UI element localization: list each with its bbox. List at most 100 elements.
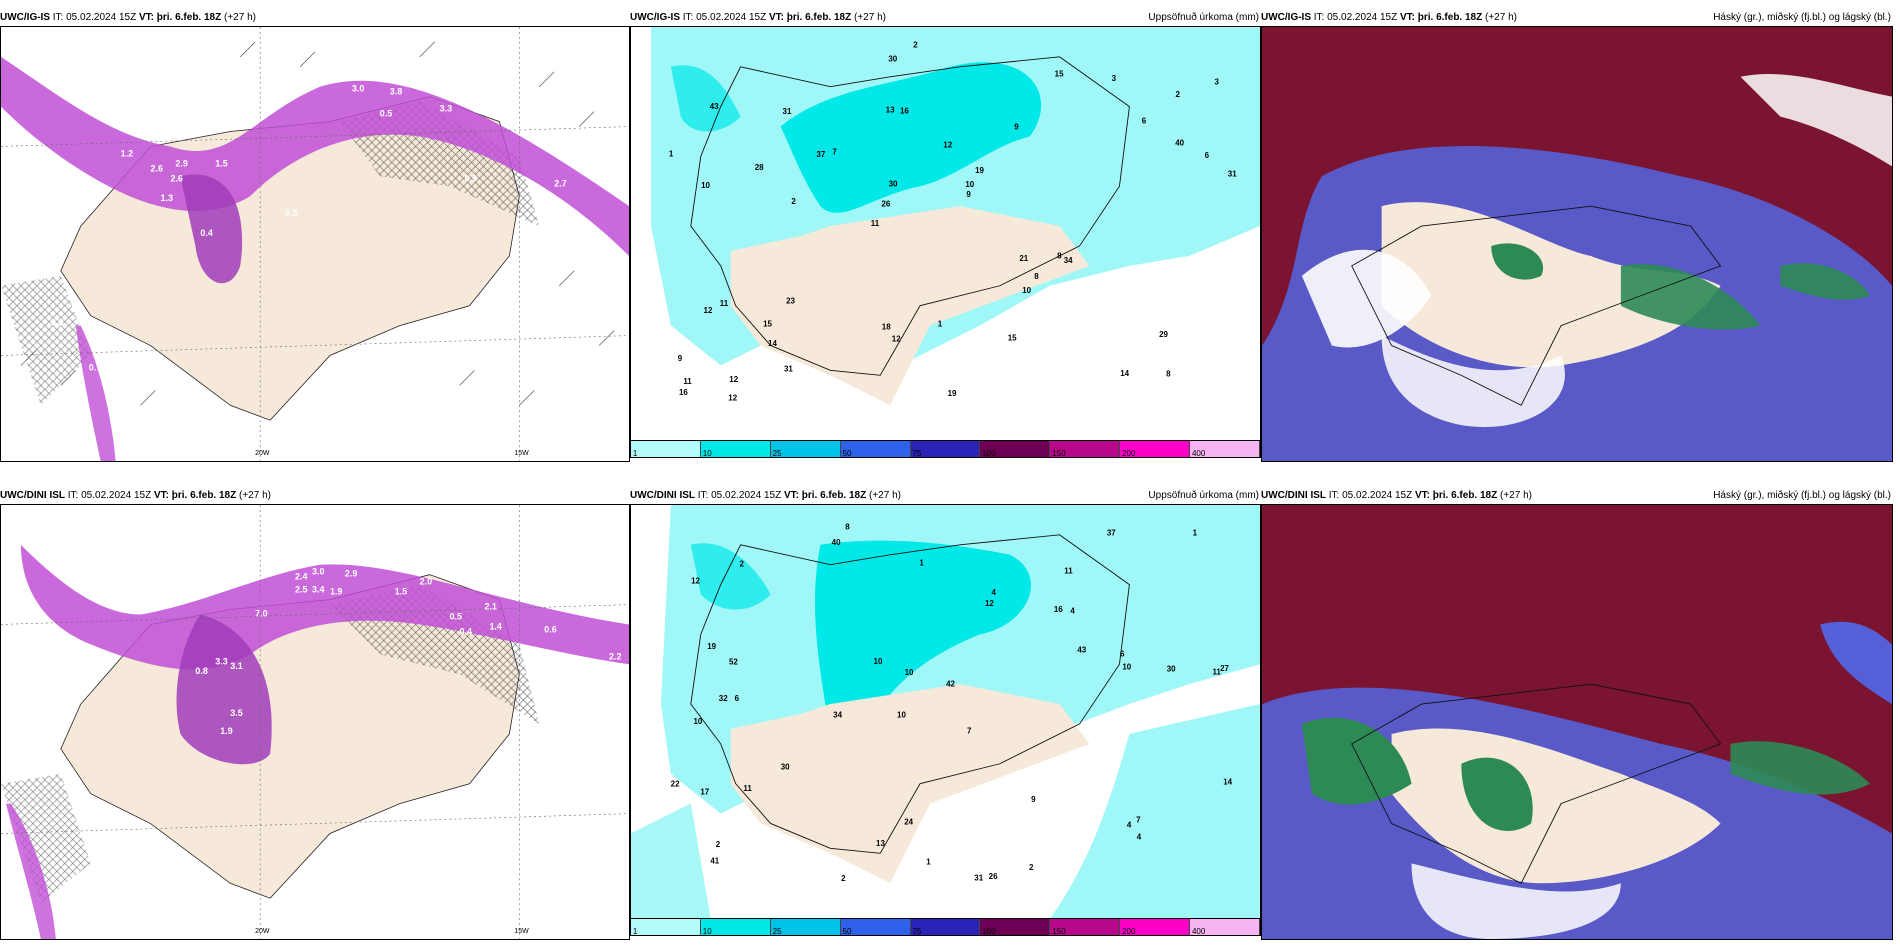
precip-value: 9 — [1031, 795, 1036, 804]
colorbar-tick: 1 — [632, 927, 638, 936]
precip-value: 31 — [1228, 170, 1237, 179]
precip-value: 14 — [1223, 778, 1232, 787]
precip-value: 19 — [975, 166, 984, 175]
init-time: IT: 05.02.2024 15Z — [52, 12, 137, 23]
precip-value: 1 — [919, 559, 924, 568]
svg-text:1.8: 1.8 — [240, 74, 252, 84]
precip-value: 11 — [871, 219, 880, 228]
colorbar-segment — [1190, 441, 1261, 457]
precip-value: 10 — [1022, 286, 1031, 295]
precip-value: 10 — [694, 717, 703, 726]
colorbar-tick: 200 — [1122, 927, 1136, 936]
precip-value: 8 — [1034, 272, 1039, 281]
colorbar-tick: 25 — [772, 927, 782, 936]
precip-value: 7 — [967, 727, 972, 736]
colorbar-segment — [840, 441, 911, 457]
precip-value: 8 — [1057, 251, 1062, 260]
precip-value: 52 — [729, 658, 738, 667]
precip-value: 31 — [974, 873, 983, 882]
colorbar: 1 10 25 50 75 100 150 200 400 — [630, 918, 1261, 936]
colorbar-tick: 10 — [702, 449, 712, 458]
precip-value: 6 — [1142, 117, 1147, 126]
svg-text:0.7: 0.7 — [89, 362, 101, 372]
svg-text:0.8: 0.8 — [195, 666, 207, 676]
colorbar-segment — [1190, 919, 1261, 935]
precip-value: 2 — [1175, 90, 1180, 99]
svg-text:3.5: 3.5 — [230, 708, 242, 718]
precip-value: 4 — [1137, 833, 1142, 842]
precip-value: 42 — [946, 679, 955, 688]
svg-text:2.0: 2.0 — [420, 577, 432, 587]
svg-text:2.7: 2.7 — [554, 178, 566, 188]
svg-text:1.9: 1.9 — [220, 726, 232, 736]
svg-text:0.5: 0.5 — [380, 109, 392, 119]
precip-value: 9 — [1014, 123, 1019, 132]
precip-value: 11 — [683, 377, 692, 386]
colorbar-segment — [770, 919, 841, 935]
colorbar-tick: 150 — [1052, 449, 1066, 458]
precip-value: 11 — [1212, 667, 1221, 676]
precip-value: 4 — [1127, 821, 1132, 830]
svg-text:2.6: 2.6 — [170, 173, 182, 183]
colorbar-segment — [840, 919, 911, 935]
precip-value: 37 — [1107, 528, 1116, 537]
svg-text:3.1: 3.1 — [230, 661, 242, 671]
svg-text:0.5: 0.5 — [285, 208, 297, 218]
precip-map-frame[interactable]: 8 10 2 11 9 12 13 12 11 7 9 14 16 19 34 43 30 31 21 40 26 18 3… — [630, 26, 1261, 442]
precip-value: 32 — [719, 694, 728, 703]
colorbar-tick: 100 — [982, 927, 996, 936]
precip-value: 16 — [679, 388, 688, 397]
colorbar-tick: 50 — [842, 927, 852, 936]
precip-value: 37 — [816, 150, 825, 159]
cloud-map — [1262, 505, 1892, 939]
colorbar-segment — [980, 919, 1051, 935]
precip-value: 12 — [729, 375, 738, 384]
colorbar-segment — [980, 441, 1051, 457]
svg-text:1.4: 1.4 — [489, 621, 501, 631]
precip-value: 2 — [913, 41, 918, 50]
precip-value: 12 — [728, 394, 737, 403]
precip-value: 3 — [1215, 77, 1220, 86]
colorbar: 1 10 25 50 75 100 150 200 400 — [630, 440, 1261, 458]
precip-value: 19 — [707, 642, 716, 651]
precip-value: 6 — [1205, 151, 1210, 160]
svg-text:3.3: 3.3 — [215, 656, 227, 666]
colorbar-tick: 25 — [772, 449, 782, 458]
precip-value: 10 — [874, 657, 883, 666]
cloud-map — [1262, 27, 1892, 461]
lead-time: (+27 h) — [224, 12, 256, 23]
precip-value: 11 — [743, 784, 752, 793]
precip-map-frame[interactable]: 8 11 11 10 7 6 12 16 10 12 42 41 40 34 31 26 24 37 43 30 52 3… — [630, 504, 1261, 920]
precip-value: 4 — [1070, 606, 1075, 615]
svg-text:2.9: 2.9 — [175, 158, 187, 168]
precip-value: 10 — [701, 181, 710, 190]
precip-value: 34 — [1064, 256, 1073, 265]
precip-value: 13 — [886, 105, 895, 114]
colorbar-tick: 75 — [912, 927, 922, 936]
precip-value: 1 — [1193, 529, 1198, 538]
wind-map-frame[interactable]: 2.4 3.0 2.5 3.4 1.9 2.9 2.0 1.5 2.2 7.0 … — [0, 504, 630, 940]
wind-map-frame[interactable]: 0.5 1.8 2.2 3.0 3.8 3.3 2.6 2.9 2.0 1.5 … — [0, 26, 630, 462]
precip-value: 30 — [781, 762, 790, 771]
cloud-map-frame[interactable] — [1261, 26, 1893, 462]
cloud-map-frame[interactable] — [1261, 504, 1893, 940]
wind-panel-top: UWC/IG-IS IT: 05.02.2024 15Z VT: þri. 6.… — [0, 10, 630, 462]
colorbar-tick: 400 — [1191, 449, 1206, 458]
svg-text:20W: 20W — [255, 928, 270, 935]
colorbar-tick: 75 — [912, 449, 922, 458]
precip-value: 18 — [882, 322, 891, 331]
svg-text:2.2: 2.2 — [609, 651, 621, 661]
precip-value: 14 — [1120, 369, 1129, 378]
svg-text:3.8: 3.8 — [390, 87, 402, 97]
precip-value: 2 — [739, 560, 744, 569]
precip-value: 28 — [755, 163, 764, 172]
precip-value: 8 — [1166, 370, 1171, 379]
wind-map: 0.5 1.8 2.2 3.0 3.8 3.3 2.6 2.9 2.0 1.5 … — [1, 27, 629, 461]
colorbar-tick: 1 — [632, 449, 638, 458]
precip-value: 10 — [897, 710, 906, 719]
precip-value: 11 — [720, 299, 729, 308]
svg-text:2.0: 2.0 — [111, 119, 123, 129]
svg-text:1.5: 1.5 — [215, 158, 227, 168]
precip-value: 1 — [669, 149, 674, 158]
panel-header: UWC/IG-IS IT: 05.02.2024 15Z VT: þri. 6.… — [630, 10, 1261, 26]
